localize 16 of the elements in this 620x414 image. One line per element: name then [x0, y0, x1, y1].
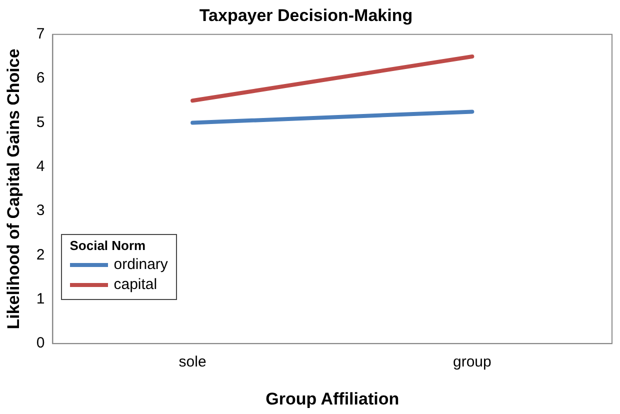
chart-title: Taxpayer Decision-Making: [199, 6, 413, 25]
y-tick-label: 3: [36, 202, 45, 220]
x-tick-label: sole: [178, 354, 206, 371]
y-tick-label: 5: [36, 114, 45, 131]
y-tick-label: 1: [36, 290, 45, 308]
y-tick-label: 2: [36, 246, 45, 264]
legend-label: capital: [114, 276, 158, 294]
x-axis-title: Group Affiliation: [266, 389, 400, 408]
legend-title: Social Norm: [70, 238, 147, 253]
y-tick-label: 6: [36, 70, 45, 87]
legend-label: ordinary: [114, 256, 168, 274]
y-tick-label: 0: [36, 334, 45, 352]
y-tick-label: 4: [36, 158, 45, 176]
y-tick-label: 7: [36, 26, 45, 43]
x-tick-label: group: [453, 354, 492, 371]
y-axis-title: Likelihood of Capital Gains Choice: [4, 48, 23, 330]
